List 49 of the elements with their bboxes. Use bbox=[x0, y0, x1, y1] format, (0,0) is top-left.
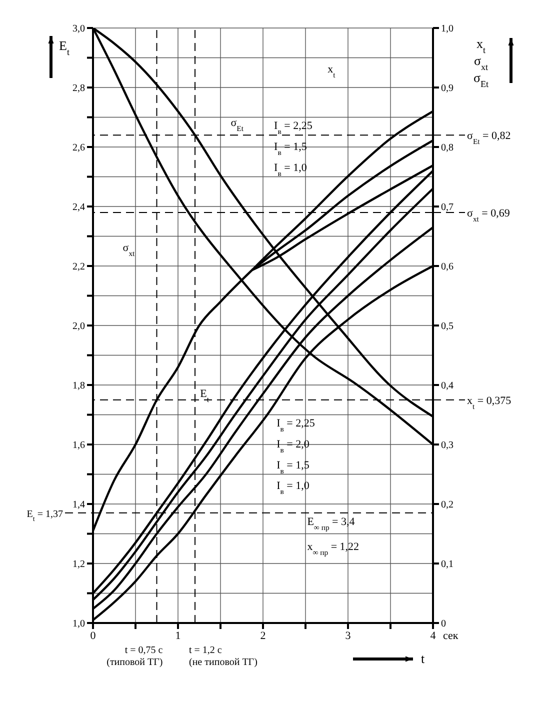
annotation: I$_{в}$ = 1,0 bbox=[276, 480, 310, 496]
x-tick-label: 0 bbox=[90, 630, 96, 642]
y-tick-label: 2,2 bbox=[72, 262, 85, 273]
annotation: I$_{в}$ = 2,25 bbox=[276, 418, 316, 434]
y-tick-label: 1,0 bbox=[72, 618, 85, 630]
annotation: x$_{∞ пр}$ = 1,22 bbox=[307, 541, 360, 557]
x-axis-title: t bbox=[421, 651, 425, 666]
y2-tick-label: 0,4 bbox=[441, 380, 454, 392]
annotation: E$_{∞ пр}$ = 3,4 bbox=[307, 516, 356, 532]
y-axis-title: E$_{t}$ bbox=[59, 38, 70, 57]
y-tick-label: 3,0 bbox=[72, 24, 85, 35]
annotation: I$_{в}$ = 1,5 bbox=[276, 459, 310, 475]
y2-tick-label: 0,5 bbox=[441, 321, 454, 332]
y-tick-label: 2,6 bbox=[72, 142, 85, 154]
y2-tick-label: 0,8 bbox=[441, 142, 454, 154]
y2-tick-label: 1,0 bbox=[441, 24, 454, 35]
y-tick-label: 1,8 bbox=[72, 380, 85, 392]
ref-line-label: t = 0,75 с (типовой ТГ) bbox=[106, 645, 164, 668]
y2-tick-label: 0,2 bbox=[441, 500, 454, 511]
y2-tick-label: 0,3 bbox=[441, 440, 454, 452]
annotation: I$_{в}$ = 1,0 bbox=[274, 162, 308, 178]
y-tick-label: 1,6 bbox=[72, 440, 85, 452]
y-tick-label: 2,4 bbox=[72, 202, 85, 214]
y2-axis-title: x$_{t}$ σ$_{xt}$ σ$_{Et}$ bbox=[473, 36, 490, 89]
ref-line-label: E$_{t}$ = 1,37 bbox=[26, 508, 63, 523]
annotation: σ$_{xt}$ bbox=[122, 242, 136, 258]
ref-line-label: t = 1,2 с (не типовой ТГ) bbox=[189, 645, 258, 668]
ref-line-label: x$_{t}$ = 0,375 bbox=[467, 394, 512, 410]
x-tick-label: 4 bbox=[430, 630, 436, 642]
ref-line-label: σ$_{Et}$ = 0,82 bbox=[467, 130, 511, 146]
y-tick-label: 2,0 bbox=[72, 321, 85, 332]
y2-tick-label: 0,9 bbox=[441, 83, 454, 94]
annotation: I$_{в}$ = 1,5 bbox=[274, 140, 308, 156]
y2-tick-label: 0,1 bbox=[441, 559, 454, 570]
x-tick-label: 2 bbox=[260, 630, 266, 642]
y-tick-label: 2,8 bbox=[72, 83, 85, 94]
annotation: σ$_{Et}$ bbox=[230, 117, 244, 133]
annotation: I$_{в}$ = 2,25 bbox=[274, 120, 313, 136]
y2-tick-label: 0 bbox=[441, 618, 446, 630]
annotation: x$_{t}$ bbox=[328, 64, 336, 80]
x-tick-label: 3 bbox=[345, 630, 352, 642]
y2-tick-label: 0,7 bbox=[441, 202, 454, 214]
y-tick-label: 1,2 bbox=[72, 559, 85, 570]
x-tick-label: 1 bbox=[175, 630, 181, 642]
y-tick-label: 1,4 bbox=[72, 500, 85, 511]
text: сек bbox=[443, 630, 459, 642]
annotation: I$_{в}$ = 2,0 bbox=[276, 438, 310, 454]
y2-tick-label: 0,6 bbox=[441, 262, 454, 273]
ref-line-label: σ$_{xt}$ = 0,69 bbox=[467, 207, 510, 223]
